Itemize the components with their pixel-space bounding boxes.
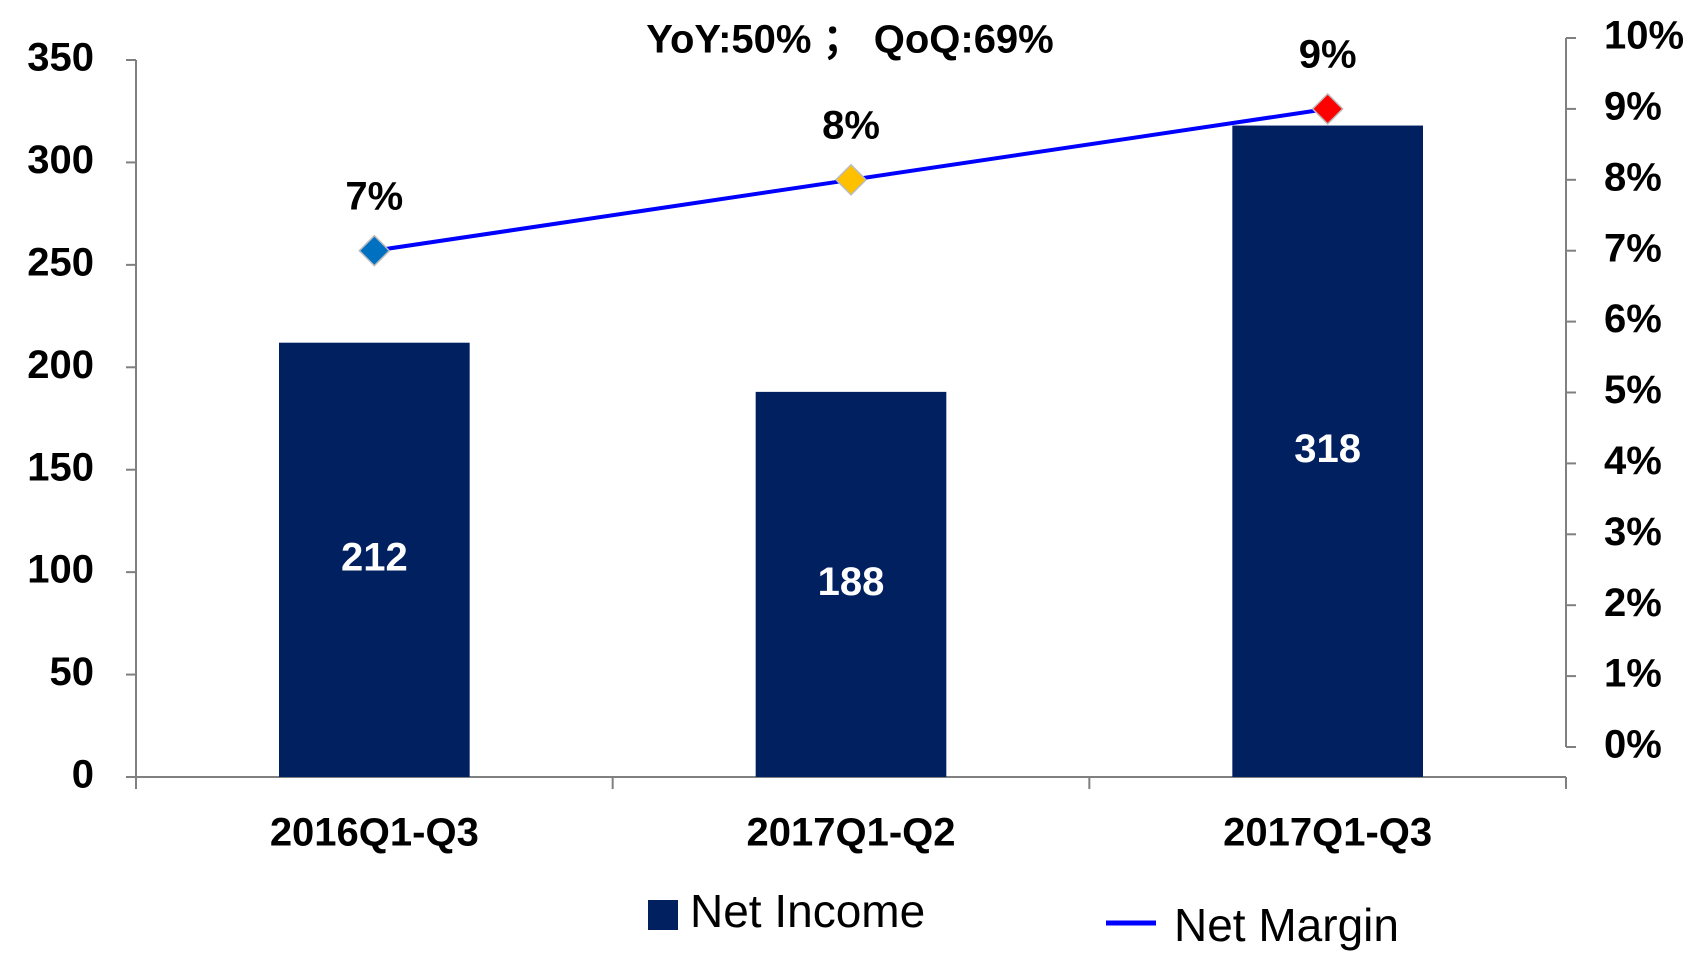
y2-tick-label: 5% bbox=[1604, 368, 1662, 412]
y-tick-label: 200 bbox=[27, 343, 94, 387]
bar-label: 188 bbox=[818, 560, 885, 604]
annotation: YoY:50% ； QoQ:69% bbox=[646, 18, 1054, 62]
y-tick-label: 300 bbox=[27, 138, 94, 182]
legend-label: Net Margin bbox=[1174, 899, 1399, 951]
line-label: 9% bbox=[1299, 32, 1357, 76]
line-label: 7% bbox=[345, 174, 403, 218]
y2-tick-label: 9% bbox=[1604, 84, 1662, 128]
y2-tick-label: 8% bbox=[1604, 155, 1662, 199]
y-tick-label: 150 bbox=[27, 445, 94, 489]
y-tick-label: 50 bbox=[50, 650, 95, 694]
y-tick-label: 0 bbox=[72, 753, 94, 797]
legend-label: Net Income bbox=[690, 885, 925, 937]
y2-tick-label: 10% bbox=[1604, 14, 1684, 58]
bar-label: 212 bbox=[341, 535, 408, 579]
x-tick-label: 2017Q1-Q3 bbox=[1223, 811, 1432, 855]
y2-tick-label: 4% bbox=[1604, 439, 1662, 483]
y-tick-label: 350 bbox=[27, 36, 94, 80]
x-tick-label: 2017Q1-Q2 bbox=[746, 811, 955, 855]
line-label: 8% bbox=[822, 103, 880, 147]
y2-tick-label: 2% bbox=[1604, 581, 1662, 625]
x-tick-label: 2016Q1-Q3 bbox=[270, 811, 479, 855]
y-tick-label: 100 bbox=[27, 548, 94, 592]
y-tick-label: 250 bbox=[27, 240, 94, 284]
y2-tick-label: 6% bbox=[1604, 297, 1662, 341]
legend-swatch bbox=[648, 900, 678, 930]
bar bbox=[279, 342, 470, 777]
bar-label: 318 bbox=[1294, 427, 1361, 471]
marker bbox=[1311, 92, 1344, 125]
marker bbox=[358, 234, 391, 267]
y2-tick-label: 7% bbox=[1604, 226, 1662, 270]
bar bbox=[1232, 125, 1423, 778]
y2-tick-label: 1% bbox=[1604, 652, 1662, 696]
y2-tick-label: 0% bbox=[1604, 723, 1662, 767]
bar bbox=[755, 391, 947, 777]
marker bbox=[834, 163, 868, 196]
y2-tick-label: 3% bbox=[1604, 510, 1662, 554]
